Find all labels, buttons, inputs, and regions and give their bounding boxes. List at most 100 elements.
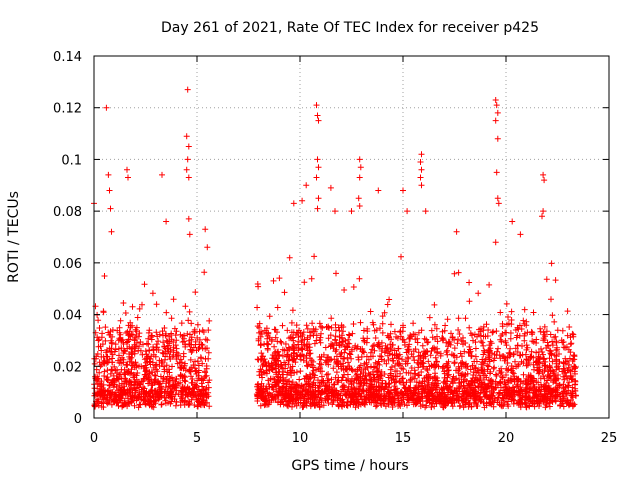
- data-point: [335, 379, 342, 386]
- data-point: [517, 231, 524, 238]
- data-point: [360, 335, 367, 342]
- data-point: [115, 345, 122, 352]
- data-point: [346, 391, 353, 398]
- data-point: [158, 401, 165, 408]
- data-point: [133, 376, 140, 383]
- data-point: [432, 346, 439, 353]
- data-point: [356, 203, 363, 209]
- data-point: [266, 367, 273, 374]
- data-point: [325, 323, 332, 330]
- data-point: [178, 359, 185, 366]
- data-point: [344, 354, 351, 361]
- data-point: [372, 403, 379, 410]
- data-point: [136, 343, 143, 350]
- data-point: [258, 389, 265, 396]
- y-tick-label: 0.02: [53, 360, 82, 375]
- data-point: [103, 104, 110, 111]
- data-point: [554, 346, 561, 353]
- data-point: [566, 324, 573, 330]
- data-point: [352, 404, 359, 411]
- data-point: [254, 304, 261, 311]
- data-point: [289, 393, 295, 399]
- data-point: [185, 174, 192, 181]
- data-point: [173, 399, 180, 405]
- data-point: [541, 367, 548, 374]
- data-point: [491, 355, 498, 362]
- data-point: [494, 135, 501, 142]
- data-point: [109, 379, 116, 386]
- data-point: [400, 375, 406, 382]
- data-point: [456, 331, 463, 337]
- data-point: [474, 392, 481, 399]
- data-point: [389, 355, 396, 362]
- data-point: [512, 327, 519, 333]
- data-point: [495, 200, 502, 207]
- data-point: [358, 368, 365, 374]
- data-point: [325, 390, 331, 397]
- data-point: [492, 117, 499, 124]
- data-point: [288, 319, 295, 326]
- data-point: [505, 390, 512, 397]
- data-point: [444, 351, 451, 358]
- data-point: [564, 332, 571, 339]
- data-point: [261, 402, 268, 409]
- data-point: [293, 402, 300, 409]
- data-point: [195, 398, 202, 405]
- data-point: [516, 322, 523, 329]
- data-point: [455, 336, 461, 343]
- data-point: [186, 308, 193, 315]
- data-point: [432, 370, 438, 377]
- data-point: [499, 323, 506, 330]
- data-point: [467, 393, 474, 400]
- data-point: [333, 270, 339, 277]
- data-point: [562, 344, 569, 351]
- data-point: [400, 366, 407, 373]
- data-point: [380, 397, 387, 404]
- data-point: [528, 353, 534, 360]
- data-point: [101, 360, 108, 367]
- data-point: [158, 393, 165, 400]
- data-point: [509, 384, 516, 391]
- data-point: [370, 353, 376, 360]
- data-point: [533, 336, 540, 343]
- data-point: [341, 287, 348, 293]
- data-point: [497, 370, 504, 377]
- data-point: [140, 341, 146, 348]
- data-point: [135, 347, 142, 354]
- data-point: [197, 354, 204, 361]
- data-point: [179, 339, 186, 345]
- data-point: [444, 316, 451, 323]
- data-point: [375, 341, 382, 348]
- data-point: [117, 317, 124, 324]
- data-point: [417, 159, 424, 165]
- data-point: [474, 403, 481, 409]
- data-point: [182, 378, 189, 385]
- data-point: [503, 300, 510, 307]
- data-point: [338, 365, 345, 372]
- data-point: [434, 393, 441, 400]
- data-point: [387, 330, 394, 337]
- data-point: [508, 321, 515, 328]
- data-point: [172, 342, 179, 349]
- data-point: [449, 334, 456, 341]
- data-point: [434, 377, 441, 384]
- data-point: [518, 326, 525, 332]
- data-point: [204, 244, 211, 251]
- data-point: [274, 304, 281, 311]
- data-point: [112, 396, 119, 402]
- data-point: [158, 388, 165, 395]
- data-point: [547, 331, 554, 338]
- data-point: [540, 398, 547, 405]
- data-point: [121, 348, 128, 355]
- data-point: [103, 349, 109, 356]
- data-point: [362, 401, 368, 408]
- data-point: [307, 375, 314, 382]
- data-point: [283, 353, 290, 360]
- data-point: [150, 351, 157, 358]
- data-point: [466, 279, 473, 286]
- data-point: [371, 394, 377, 401]
- data-point: [105, 399, 112, 406]
- data-point: [357, 164, 364, 171]
- data-point: [418, 359, 425, 366]
- data-point: [139, 301, 145, 308]
